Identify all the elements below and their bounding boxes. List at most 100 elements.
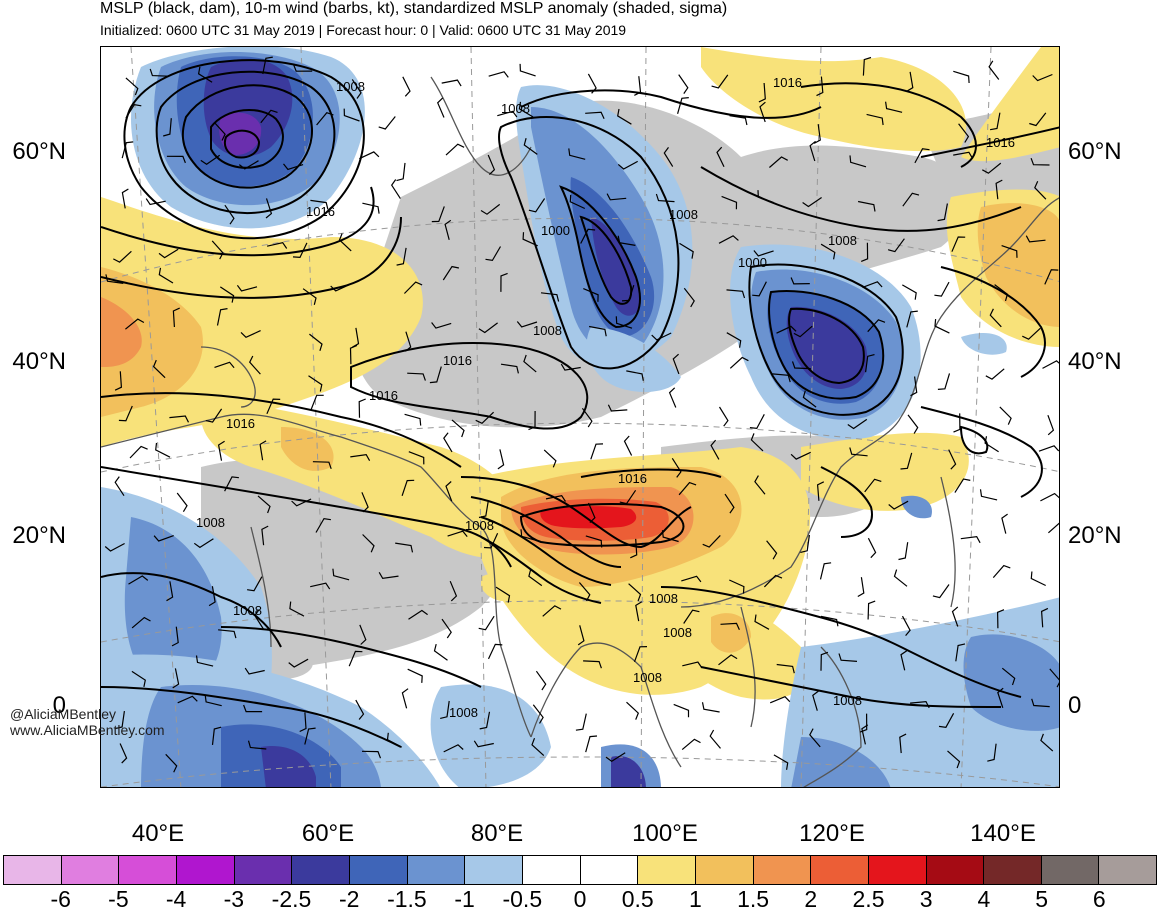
wind-barb — [131, 670, 146, 688]
wind-barb — [408, 451, 425, 465]
wind-barb — [800, 534, 810, 553]
wind-barb — [309, 333, 323, 351]
wind-barb — [953, 70, 970, 84]
wind-barb — [999, 406, 1012, 425]
wind-barb — [155, 442, 171, 458]
wind-barb — [617, 160, 638, 170]
wind-barb — [543, 449, 557, 468]
wind-barb — [304, 727, 316, 745]
wind-barb — [673, 703, 690, 718]
lon-label-100e: 100°E — [632, 820, 698, 847]
colorbar-cell — [4, 856, 62, 884]
wind-barb — [224, 476, 239, 492]
wind-barb — [166, 581, 174, 602]
wind-barb — [790, 451, 811, 460]
wind-barb — [218, 629, 237, 639]
isobars — [101, 59, 1059, 748]
wind-barb — [772, 373, 791, 383]
colorbar-cell — [292, 856, 350, 884]
wind-barb — [838, 653, 858, 662]
colorbar-label: -0.5 — [502, 886, 543, 912]
wind-barb — [402, 76, 411, 97]
colorbar-cell — [61, 856, 120, 884]
wind-barb — [683, 609, 700, 624]
wind-barb — [849, 155, 867, 168]
wind-barb — [200, 154, 221, 166]
wind-barb — [867, 319, 886, 333]
wind-barb — [757, 190, 774, 203]
colorbar-label: 3 — [919, 886, 933, 912]
wind-barb — [308, 375, 323, 392]
wind-barb — [292, 242, 308, 259]
lat-label-20n-right: 20°N — [1068, 522, 1122, 549]
wind-barb — [431, 322, 452, 329]
wind-barb — [724, 493, 735, 514]
wind-barb — [718, 406, 729, 427]
wind-barb — [668, 387, 677, 408]
wind-barb — [899, 733, 907, 754]
wind-barb — [528, 198, 546, 213]
wind-barb — [260, 109, 278, 124]
colorbar-cell — [753, 856, 812, 884]
lon-label-120e: 120°E — [799, 820, 865, 847]
wind-barb — [449, 580, 458, 602]
wind-barb — [519, 63, 536, 77]
isobar-label: 1016 — [226, 416, 255, 431]
wind-barb — [1049, 668, 1059, 688]
wind-barb — [488, 71, 509, 78]
wind-barb — [545, 495, 567, 502]
wind-barb — [338, 233, 352, 252]
wind-barb — [158, 248, 179, 259]
wind-barb — [683, 287, 695, 308]
lat-label-40n-left: 40°N — [12, 348, 66, 375]
wind-barb — [247, 576, 263, 592]
coastlines — [101, 76, 1059, 787]
map-canvas: 1008 1016 1016 1016 1008 1000 1008 1016 … — [101, 47, 1059, 787]
wind-barb — [1040, 492, 1059, 502]
wind-barb — [310, 199, 329, 210]
wind-barb — [495, 586, 511, 603]
wind-barb — [441, 618, 452, 639]
wind-barb — [1044, 269, 1059, 285]
wind-barb — [350, 453, 371, 461]
wind-barb — [475, 411, 495, 425]
wind-barb — [259, 440, 267, 461]
wind-barb — [395, 542, 414, 553]
colorbar-cell — [1041, 856, 1100, 884]
wind-barb — [500, 363, 519, 374]
wind-barb — [520, 529, 538, 542]
wind-barb — [224, 204, 235, 225]
wind-barb — [444, 219, 452, 240]
wind-barb — [445, 143, 465, 156]
wind-barb — [487, 154, 496, 176]
wind-barb — [244, 667, 265, 675]
wind-barb — [560, 363, 581, 371]
wind-barb — [791, 361, 811, 370]
wind-barb — [219, 286, 235, 303]
credit-watermark: @AliciaMBentley www.AliciaMBentley.com — [10, 706, 165, 738]
wind-barb — [429, 366, 442, 384]
wind-barb — [288, 658, 309, 668]
wind-barb — [651, 332, 672, 341]
wind-barb — [951, 236, 966, 252]
wind-barb — [516, 321, 538, 328]
wind-barb — [1001, 245, 1018, 258]
wind-barb — [910, 376, 918, 397]
wind-barb — [849, 447, 868, 457]
isobar-label: 1008 — [649, 591, 678, 606]
lon-label-140e: 140°E — [970, 820, 1036, 847]
wind-barb — [701, 702, 720, 713]
wind-barb — [1025, 235, 1046, 243]
wind-barb — [678, 74, 689, 94]
wind-barb — [605, 752, 626, 763]
isobar-label: 1008 — [669, 207, 698, 222]
wind-barb — [568, 148, 586, 160]
wind-barb — [332, 568, 350, 581]
wind-barb — [802, 197, 822, 208]
wind-barb — [523, 138, 538, 155]
wind-barb — [361, 750, 382, 759]
wind-barb — [163, 118, 172, 137]
wind-barb — [702, 534, 721, 548]
wind-barb — [995, 179, 1003, 200]
colorbar-label: 0.5 — [621, 886, 654, 912]
